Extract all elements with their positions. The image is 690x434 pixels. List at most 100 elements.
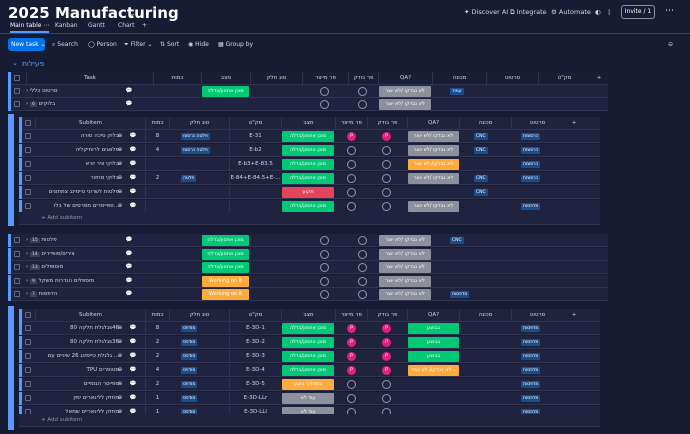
part-type-tag[interactable]: מודפס <box>181 353 198 360</box>
qa-pill[interactable]: לא נבדקו /לא יוצר <box>379 99 431 110</box>
table-row[interactable]: › צירים/פופיירים 14 💬 מוכן אחסון/בדלה לא נב… <box>8 247 608 261</box>
add-person-icon[interactable]: ⊕ <box>117 395 123 401</box>
qa-pill[interactable]: בבוצע <box>408 351 459 362</box>
update-icon[interactable]: 💬 <box>129 133 137 139</box>
status-pill[interactable]: מוכן אחסון/בדלה <box>282 131 334 142</box>
subitem-name[interactable]: פלאגים לרוחיקליה <box>75 147 119 153</box>
select-all-subitems-checkbox[interactable] <box>25 120 31 126</box>
update-icon[interactable]: 💬 <box>129 367 137 373</box>
status-pill[interactable]: Working on it <box>202 289 249 301</box>
column-header[interactable]: סרטוט <box>511 309 563 322</box>
drawing-tag[interactable]: מדפסות <box>521 395 541 402</box>
person-icon[interactable] <box>320 249 329 259</box>
status-pill[interactable]: מוכן אחסון/בדלה <box>282 145 334 156</box>
status-pill[interactable]: עוד לא <box>282 393 334 404</box>
part-type-tag[interactable]: מודפס <box>181 339 198 346</box>
add-person-icon[interactable]: ⊕ <box>117 203 123 209</box>
task-name[interactable]: › פלטות 15 <box>26 237 57 243</box>
checker-avatar[interactable]: P <box>382 324 391 333</box>
task-name[interactable]: › צירים/פופיירים 14 <box>26 250 75 257</box>
machine-tag[interactable]: מדפסות <box>450 291 470 299</box>
qa-pill[interactable]: לא נבדקו /לא יוצר <box>379 235 431 246</box>
maker-avatar[interactable]: P <box>347 132 356 141</box>
subitem-checkbox[interactable] <box>25 325 31 331</box>
column-header-subitem[interactable]: Subitem <box>35 117 145 130</box>
column-header[interactable]: סוג חלק <box>169 309 229 322</box>
subitem-name[interactable]: ספייסרים מפרסים של בלו... <box>53 203 119 209</box>
machine-tag[interactable]: CNC <box>474 175 488 182</box>
person-icon[interactable] <box>320 263 329 273</box>
subitem-name[interactable]: בלוק סיכה סורה <box>80 133 119 139</box>
person-icon[interactable] <box>347 202 356 211</box>
subitem-name[interactable]: מחזק ללינאריים שמאל <box>65 409 119 415</box>
add-subitem-button[interactable]: + Add subitem <box>41 417 83 423</box>
column-header[interactable]: סוג חלק <box>169 117 229 130</box>
qa-pill[interactable]: לא נבדקו /לא יוצר <box>408 173 459 184</box>
column-header[interactable]: מכונה <box>459 309 511 322</box>
subitem-checkbox[interactable] <box>25 381 31 387</box>
column-header[interactable]: פר בודק <box>348 72 378 85</box>
tab-chart[interactable]: Chart <box>118 22 135 29</box>
checker-avatar[interactable]: P <box>382 352 391 361</box>
discover-ai-button[interactable]: ✦ Discover AI <box>464 8 509 16</box>
table-row[interactable]: › הדפסות 7 💬 Working on it לא נבדקו /לא יוצ… <box>8 288 608 302</box>
subitem-checkbox[interactable] <box>25 147 31 153</box>
subitem-row[interactable]: מחזק ללינארים ימין ⊕ 💬 1 מודפס E-3D-LLr עוד לא… <box>19 392 600 405</box>
subitem-row[interactable]: גלגלת חלקה 80s46 ⊕ 💬 8 מודפס E-3D-1 מוכן אחסון… <box>19 322 600 335</box>
update-icon[interactable]: 💬 <box>125 291 133 298</box>
subitem-name[interactable]: TPU סטופרים <box>86 367 119 373</box>
subitem-row[interactable]: ספייסרים מפרסים של בלו... ⊕ 💬 מוכן אחסון/בד… <box>19 200 600 213</box>
status-pill[interactable]: עוד לא <box>282 407 334 418</box>
subitem-name[interactable]: גלגלת טיימינג 26 שיניים עם ... <box>47 353 119 359</box>
drawing-tag[interactable]: מדפסות <box>521 325 541 332</box>
task-name[interactable]: › מוספלים הגדרות משקל 9 <box>26 277 95 284</box>
add-person-icon[interactable]: ⊕ <box>117 367 123 373</box>
machine-tag[interactable]: CNC <box>450 237 464 244</box>
add-person-icon[interactable]: ⊕ <box>117 325 123 331</box>
new-task-button[interactable]: New task ⌄ <box>8 38 46 51</box>
tab-kanban[interactable]: Kanban <box>55 22 78 29</box>
update-icon[interactable]: 💬 <box>125 237 133 243</box>
status-pill[interactable]: מוכן אחסון/בדלה <box>282 337 334 348</box>
subitem-row[interactable]: גלגלת טיימינג 26 שיניים עם ... ⊕ 💬 2 מודפס E-… <box>19 350 600 363</box>
qa-pill[interactable]: לא נבדקו /לא יוצר <box>379 262 431 274</box>
person-icon[interactable] <box>347 188 356 197</box>
row-checkbox[interactable] <box>14 277 20 284</box>
qa-pill[interactable]: בבוצע <box>408 337 459 348</box>
add-person-icon[interactable]: ⊕ <box>117 133 123 139</box>
add-person-icon[interactable]: ⊕ <box>117 409 123 415</box>
row-checkbox[interactable] <box>14 101 20 107</box>
column-header[interactable]: מצב <box>281 117 335 130</box>
subitem-checkbox[interactable] <box>25 353 31 359</box>
column-header[interactable]: פר מייצר <box>335 117 367 130</box>
add-column-button[interactable]: + <box>571 312 577 318</box>
update-icon[interactable]: 💬 <box>129 409 137 415</box>
column-header[interactable]: מצב <box>201 72 250 85</box>
column-header[interactable]: סרטוט <box>486 72 538 85</box>
table-row[interactable]: › סרטוט כללי 💬 מוכן אחסון/בדלה לא נבדקו /לא… <box>8 85 608 98</box>
chevron-down-icon[interactable]: ⌄ <box>128 8 137 19</box>
subitem-checkbox[interactable] <box>25 367 31 373</box>
qa-pill[interactable]: לא נבדקו /לא יוצר <box>408 145 459 156</box>
tab-gantt[interactable]: Gantt <box>88 22 105 29</box>
part-type-tag[interactable]: פלטה כרסומ <box>181 133 210 140</box>
update-icon[interactable]: 💬 <box>129 353 137 359</box>
drawing-tag[interactable]: מדפסות <box>521 339 541 346</box>
subitem-checkbox[interactable] <box>25 161 31 167</box>
qa-pill[interactable]: לא נבדקו /לא יוצר <box>408 131 459 142</box>
status-pill[interactable]: מוכן אחסון/בדלה <box>202 262 249 274</box>
person-filter-button[interactable]: ◯ Person <box>88 41 117 48</box>
table-row[interactable]: › פלטות 15 💬 מוכן אחסון/בדלה לא נבדקו /לא י… <box>8 234 608 247</box>
status-pill[interactable]: מוכן אחסון/בדלה <box>202 86 249 97</box>
subitem-name[interactable]: גלגלת חלקה 80s36 <box>70 339 119 345</box>
tab-main-table[interactable]: Main table ⋯ <box>10 22 50 33</box>
subitem-checkbox[interactable] <box>25 133 31 139</box>
sort-button[interactable]: ⇅ Sort <box>160 41 180 48</box>
collapse-icon[interactable]: ⊖ <box>668 41 674 48</box>
add-subitem-row[interactable]: + Add subitem <box>19 212 600 225</box>
integrate-button[interactable]: ⧉ Integrate <box>510 8 547 16</box>
subitem-checkbox[interactable] <box>25 395 31 401</box>
machine-tag[interactable]: CNC <box>474 189 488 196</box>
subitem-checkbox[interactable] <box>25 189 31 195</box>
qa-pill[interactable]: לא נבדקו /לא יוצר <box>379 275 431 287</box>
